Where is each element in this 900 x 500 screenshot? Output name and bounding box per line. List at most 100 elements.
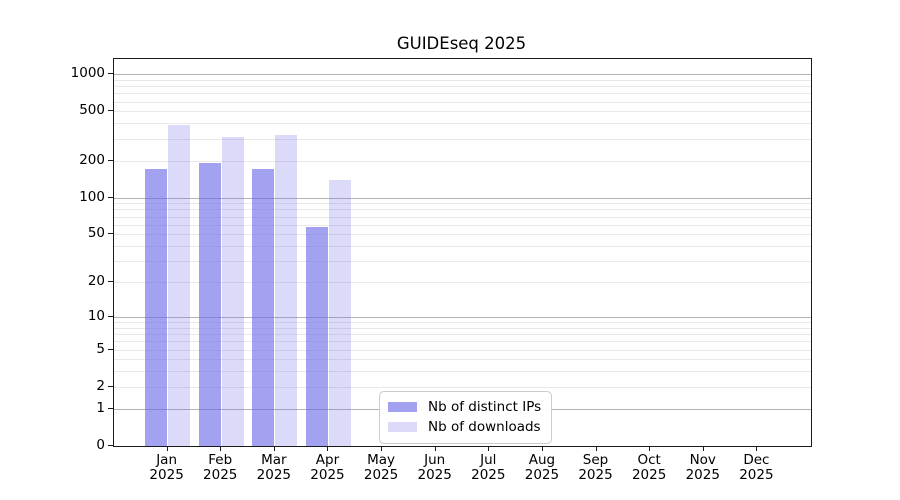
x-tick-label-mar: Mar 2025 <box>239 453 309 483</box>
y-tick-label: 10 <box>87 307 105 324</box>
month-label: Jun <box>424 452 446 468</box>
y-tick-mark <box>108 110 113 112</box>
gridline-minor <box>114 234 811 236</box>
year-label: 2025 <box>685 467 720 483</box>
year-label: 2025 <box>739 467 774 483</box>
y-tick-mark <box>108 159 113 161</box>
year-label: 2025 <box>471 467 506 483</box>
x-tick-mark <box>434 446 436 451</box>
x-tick-label-sep: Sep 2025 <box>561 453 631 483</box>
x-tick-mark <box>220 446 222 451</box>
distinct-ips-swatch-icon <box>388 402 417 412</box>
year-label: 2025 <box>417 467 452 483</box>
x-tick-mark <box>702 446 704 451</box>
gridline-minor <box>114 224 811 226</box>
y-tick-label: 50 <box>87 225 105 242</box>
y-tick-mark <box>108 196 113 198</box>
bar-downloads-jan <box>168 125 191 446</box>
month-label: May <box>367 452 396 468</box>
month-label: Dec <box>743 452 770 468</box>
gridline-minor <box>114 79 811 81</box>
gridline-minor <box>114 327 811 329</box>
month-label: Jan <box>156 452 178 468</box>
x-tick-mark <box>273 446 275 451</box>
gridline-major <box>114 197 811 199</box>
y-tick-mark <box>108 385 113 387</box>
gridline-minor <box>114 261 811 263</box>
legend-label: Nb of downloads <box>428 419 541 435</box>
gridline-minor <box>114 334 811 336</box>
y-tick-label: 2 <box>96 377 105 394</box>
month-label: Apr <box>315 452 340 468</box>
gridline-minor <box>114 216 811 218</box>
gridline-minor <box>114 160 811 162</box>
x-tick-mark <box>756 446 758 451</box>
gridline-minor <box>114 111 811 113</box>
gridline-minor <box>114 359 811 361</box>
year-label: 2025 <box>203 467 238 483</box>
x-tick-mark <box>541 446 543 451</box>
plot-area <box>113 58 812 447</box>
month-label: Nov <box>689 452 716 468</box>
gridline-minor <box>114 203 811 205</box>
gridline-minor <box>114 209 811 211</box>
gridline-minor <box>114 282 811 284</box>
gridline-major <box>114 316 811 318</box>
x-tick-label-dec: Dec 2025 <box>721 453 791 483</box>
legend-label: Nb of distinct IPs <box>428 399 542 415</box>
bar-distinct-ips-jan <box>145 169 168 446</box>
month-label: Mar <box>261 452 287 468</box>
y-tick-label: 0 <box>96 437 105 453</box>
gridline-minor <box>114 386 811 388</box>
x-tick-label-apr: Apr 2025 <box>292 453 362 483</box>
year-label: 2025 <box>363 467 399 483</box>
y-tick-mark <box>108 73 113 75</box>
gridline-minor <box>114 322 811 324</box>
legend-item-distinct-ips: Nb of distinct IPs <box>388 397 541 417</box>
month-label: Oct <box>637 452 661 468</box>
y-tick-label: 5 <box>96 340 105 357</box>
chart-title: GUIDEseq 2025 <box>396 34 527 53</box>
year-label: 2025 <box>578 467 613 483</box>
gridline-minor <box>114 93 811 95</box>
x-tick-mark <box>488 446 490 451</box>
x-tick-label-oct: Oct 2025 <box>614 453 684 483</box>
year-label: 2025 <box>256 467 292 483</box>
bar-downloads-mar <box>275 134 298 446</box>
month-label: Jul <box>480 452 497 468</box>
y-tick-label: 100 <box>79 188 105 205</box>
x-tick-label-feb: Feb 2025 <box>185 453 255 483</box>
x-tick-mark <box>381 446 383 451</box>
year-label: 2025 <box>631 467 667 483</box>
bar-downloads-apr <box>328 179 351 446</box>
y-tick-label: 500 <box>79 102 105 119</box>
month-label: Feb <box>208 452 233 468</box>
year-label: 2025 <box>149 467 184 483</box>
y-tick-mark <box>108 348 113 350</box>
legend: Nb of distinct IPs Nb of downloads <box>379 391 553 444</box>
x-tick-label-aug: Aug 2025 <box>507 453 577 483</box>
y-tick-mark <box>108 315 113 317</box>
x-tick-mark <box>166 446 168 451</box>
downloads-swatch-icon <box>388 422 417 432</box>
y-tick-label: 20 <box>87 273 105 290</box>
y-tick-mark <box>108 233 113 235</box>
bar-downloads-feb <box>221 137 244 446</box>
x-tick-label-jan: Jan 2025 <box>132 453 202 483</box>
x-tick-label-may: May 2025 <box>346 453 416 483</box>
x-tick-mark <box>327 446 329 451</box>
gridline-minor <box>114 138 811 140</box>
gridline-minor <box>114 246 811 248</box>
month-label: Aug <box>528 452 556 468</box>
gridline-minor <box>114 101 811 103</box>
gridline-minor <box>114 123 811 125</box>
y-tick-mark <box>108 407 113 409</box>
month-label: Sep <box>582 452 609 468</box>
y-tick-label: 1000 <box>70 65 105 82</box>
y-tick-mark <box>108 445 113 446</box>
year-label: 2025 <box>310 467 345 483</box>
x-tick-label-jun: Jun 2025 <box>400 453 470 483</box>
gridline-minor <box>114 371 811 373</box>
x-tick-label-jul: Jul 2025 <box>453 453 523 483</box>
